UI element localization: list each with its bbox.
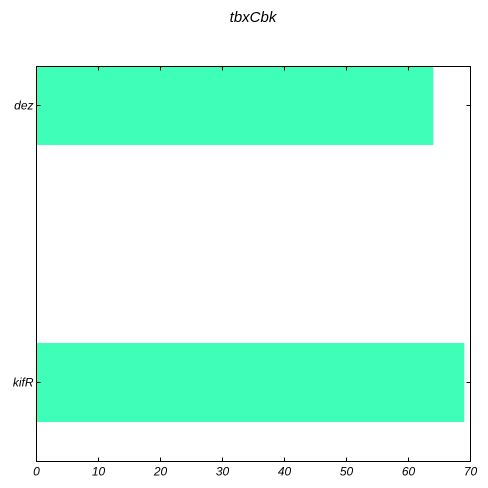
- x-tick-label: 30: [216, 465, 230, 479]
- bars-layer: [36, 66, 465, 422]
- x-tick-label: 10: [92, 465, 106, 479]
- x-tick-label: 70: [464, 465, 478, 479]
- y-tick-label: kifR: [13, 376, 34, 390]
- plot-frame: [36, 66, 471, 462]
- x-tick-label: 60: [402, 465, 416, 479]
- bar-kifR: [36, 343, 465, 422]
- chart-title: tbxCbk: [230, 9, 278, 26]
- y-tick-label: dez: [14, 99, 33, 113]
- ticks-layer: dez kifR 0 10 20 30 40 50 60 70: [13, 66, 478, 479]
- x-tick-label: 0: [33, 465, 40, 479]
- x-tick-label: 50: [340, 465, 354, 479]
- x-tick-label: 20: [153, 465, 168, 479]
- x-tick-label: 40: [278, 465, 292, 479]
- bar-dez: [36, 66, 434, 145]
